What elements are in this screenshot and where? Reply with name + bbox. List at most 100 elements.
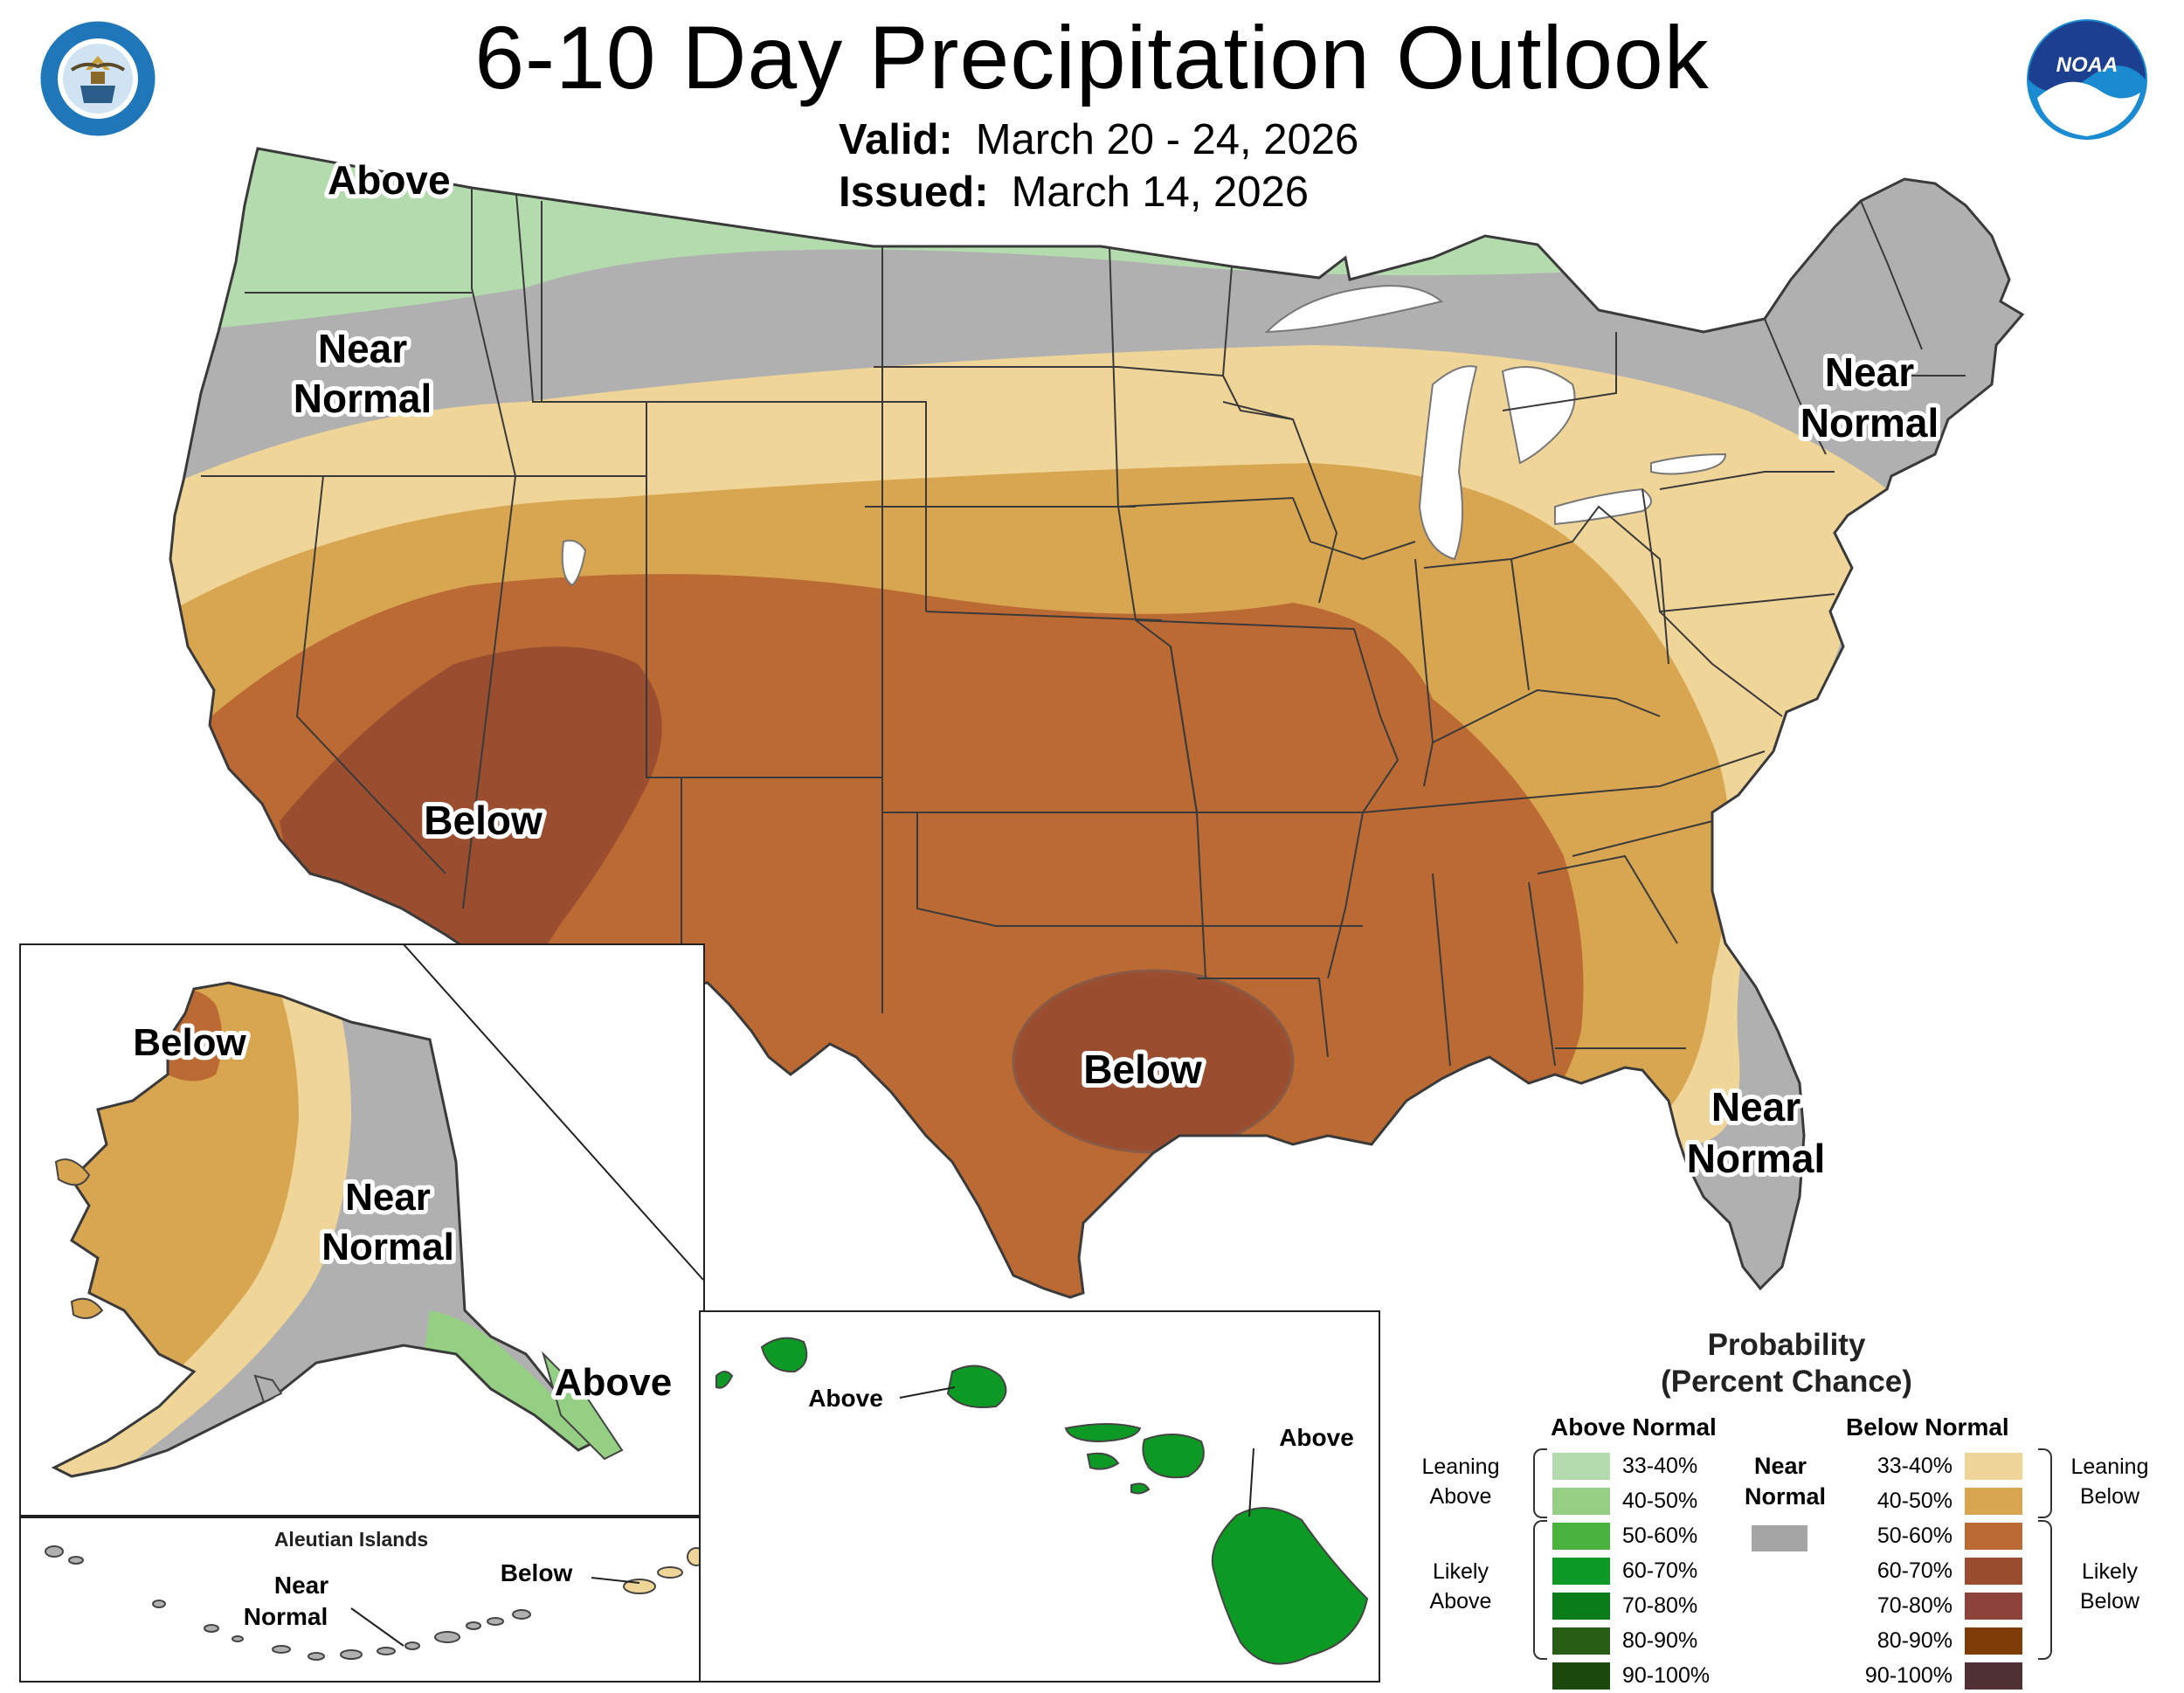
hawaii-above-leader-2 — [1248, 1448, 1254, 1517]
label-ak-near-normal-2: Normal — [321, 1226, 454, 1268]
legend-below-row: 33-40% — [1856, 1448, 2022, 1483]
likely-above-line-2: Above — [1429, 1589, 1492, 1614]
legend-above-row: 90-100% — [1552, 1658, 1727, 1693]
label-near-normal-fl-1: Near — [1711, 1084, 1800, 1130]
legend-swatch — [1552, 1592, 1610, 1620]
brace-likely-above — [1533, 1520, 1547, 1660]
legend-swatch — [1552, 1662, 1610, 1690]
great-lakes — [561, 285, 1727, 587]
valid-dates: Valid: March 20 - 24, 2026 — [839, 115, 1358, 164]
valid-value: March 20 - 24, 2026 — [975, 116, 1359, 163]
legend-range-label: 50-60% — [1622, 1523, 1698, 1548]
legend-near-heading-2: Normal — [1745, 1483, 1827, 1510]
alaska-panhandle — [541, 1351, 624, 1461]
legend-title-1: Probability — [1707, 1328, 1866, 1362]
legend-above-row: 50-60% — [1552, 1518, 1727, 1553]
legend-likely-above: Likely Above — [1404, 1557, 1517, 1616]
alaska-island — [253, 1374, 283, 1404]
legend-title-2: (Percent Chance) — [1661, 1365, 1912, 1399]
aleutian-title: Aleutian Islands — [274, 1528, 428, 1551]
legend-swatch — [1552, 1557, 1610, 1585]
label-near-normal-nw-1: Near — [318, 326, 407, 371]
leaning-below-line-2: Below — [2079, 1484, 2140, 1509]
aleutian-inset: Aleutian Islands Near Normal Below — [19, 1517, 705, 1683]
legend-above-row: 33-40% — [1552, 1448, 1727, 1483]
label-below-southwest: Below — [424, 798, 543, 843]
state-boundaries — [201, 183, 1966, 1067]
label-ak-below: Below — [133, 1021, 246, 1064]
alaska-island — [70, 1297, 104, 1319]
legend-range-label: 70-80% — [1622, 1593, 1698, 1618]
alaska-inset: Below Near Normal Above — [19, 943, 705, 1517]
noaa-logo-text: NOAA — [2056, 53, 2118, 77]
likely-below-line-1: Likely — [2082, 1559, 2138, 1584]
island-maui — [1142, 1433, 1205, 1479]
label-hi-above-oahu: Above — [808, 1385, 883, 1412]
hawaii-inset: Above Above — [699, 1310, 1380, 1683]
island-kauai — [760, 1337, 808, 1373]
aleutian-below-leader — [591, 1577, 640, 1584]
legend-leaning-above: Leaning Above — [1404, 1452, 1517, 1511]
legend-below-row: 90-100% — [1856, 1658, 2022, 1693]
alaska-inset-leader-line — [20, 943, 704, 1281]
island-big-island — [1211, 1507, 1369, 1665]
legend-above-heading: Above Normal — [1551, 1413, 1717, 1441]
likely-below-line-2: Below — [2079, 1589, 2140, 1614]
legend-near-normal-swatch — [1752, 1525, 1807, 1551]
legend-swatch — [1965, 1592, 2022, 1620]
legend-swatch — [1552, 1627, 1610, 1655]
legend-likely-below: Likely Below — [2053, 1557, 2167, 1616]
island-lanai — [1086, 1452, 1120, 1470]
issued-date: Issued: March 14, 2026 — [839, 168, 1309, 217]
leaning-below-line-1: Leaning — [2070, 1455, 2149, 1479]
label-hi-above-big-island: Above — [1279, 1424, 1354, 1451]
noaa-logo: NOAA — [2027, 19, 2147, 140]
legend-range-label: 90-100% — [1622, 1662, 1711, 1688]
legend-swatch — [1965, 1452, 2022, 1480]
alaska-island — [54, 1158, 91, 1186]
label-aleutian-near-2: Normal — [244, 1603, 328, 1630]
legend-above-row: 40-50% — [1552, 1483, 1727, 1518]
hawaiian-islands — [715, 1337, 1369, 1665]
legend-range-label: 33-40% — [1622, 1453, 1698, 1478]
legend-range-label: 60-70% — [1876, 1558, 1952, 1583]
brace-leaning-below — [2038, 1448, 2052, 1518]
legend-above-row: 60-70% — [1552, 1553, 1727, 1588]
legend-range-label: 80-90% — [1876, 1627, 1952, 1653]
label-ak-above: Above — [555, 1361, 672, 1404]
brace-leaning-above — [1533, 1448, 1547, 1518]
legend-swatch — [1965, 1662, 2022, 1690]
brace-likely-below — [2038, 1520, 2052, 1660]
legend-swatch — [1965, 1522, 2022, 1550]
legend-below-heading: Below Normal — [1846, 1413, 2009, 1441]
legend-leaning-below: Leaning Below — [2053, 1452, 2167, 1511]
issued-label: Issued: — [839, 169, 989, 216]
page-title: 6-10 Day Precipitation Outlook — [474, 8, 1710, 107]
hawaii-above-leader-1 — [899, 1386, 956, 1399]
legend-swatch — [1965, 1557, 2022, 1585]
island-niihau — [715, 1371, 734, 1389]
valid-label: Valid: — [839, 116, 953, 163]
legend-range-label: 33-40% — [1876, 1453, 1952, 1478]
legend-below-row: 70-80% — [1856, 1588, 2022, 1623]
legend-below-row: 50-60% — [1856, 1518, 2022, 1553]
label-aleutian-below: Below — [501, 1559, 573, 1586]
legend-below-row: 60-70% — [1856, 1553, 2022, 1588]
legend-swatch — [1965, 1487, 2022, 1515]
island-oahu — [946, 1365, 1007, 1408]
legend-swatch — [1965, 1627, 2022, 1655]
legend-range-label: 70-80% — [1876, 1593, 1952, 1618]
legend-range-label: 40-50% — [1622, 1488, 1698, 1513]
legend-below-row: 40-50% — [1856, 1483, 2022, 1518]
legend-near-heading-1: Near — [1754, 1453, 1807, 1479]
legend-range-label: 90-100% — [1864, 1662, 1952, 1688]
legend-above-row: 70-80% — [1552, 1588, 1727, 1623]
legend-range-label: 40-50% — [1876, 1488, 1952, 1513]
commerce-seal-logo — [38, 18, 158, 139]
label-below-texas: Below — [1083, 1047, 1202, 1092]
leaning-above-line-2: Above — [1429, 1484, 1492, 1509]
label-above-north: Above — [328, 157, 451, 203]
legend-below-row: 80-90% — [1856, 1623, 2022, 1658]
aleutian-islands — [45, 1545, 531, 1661]
